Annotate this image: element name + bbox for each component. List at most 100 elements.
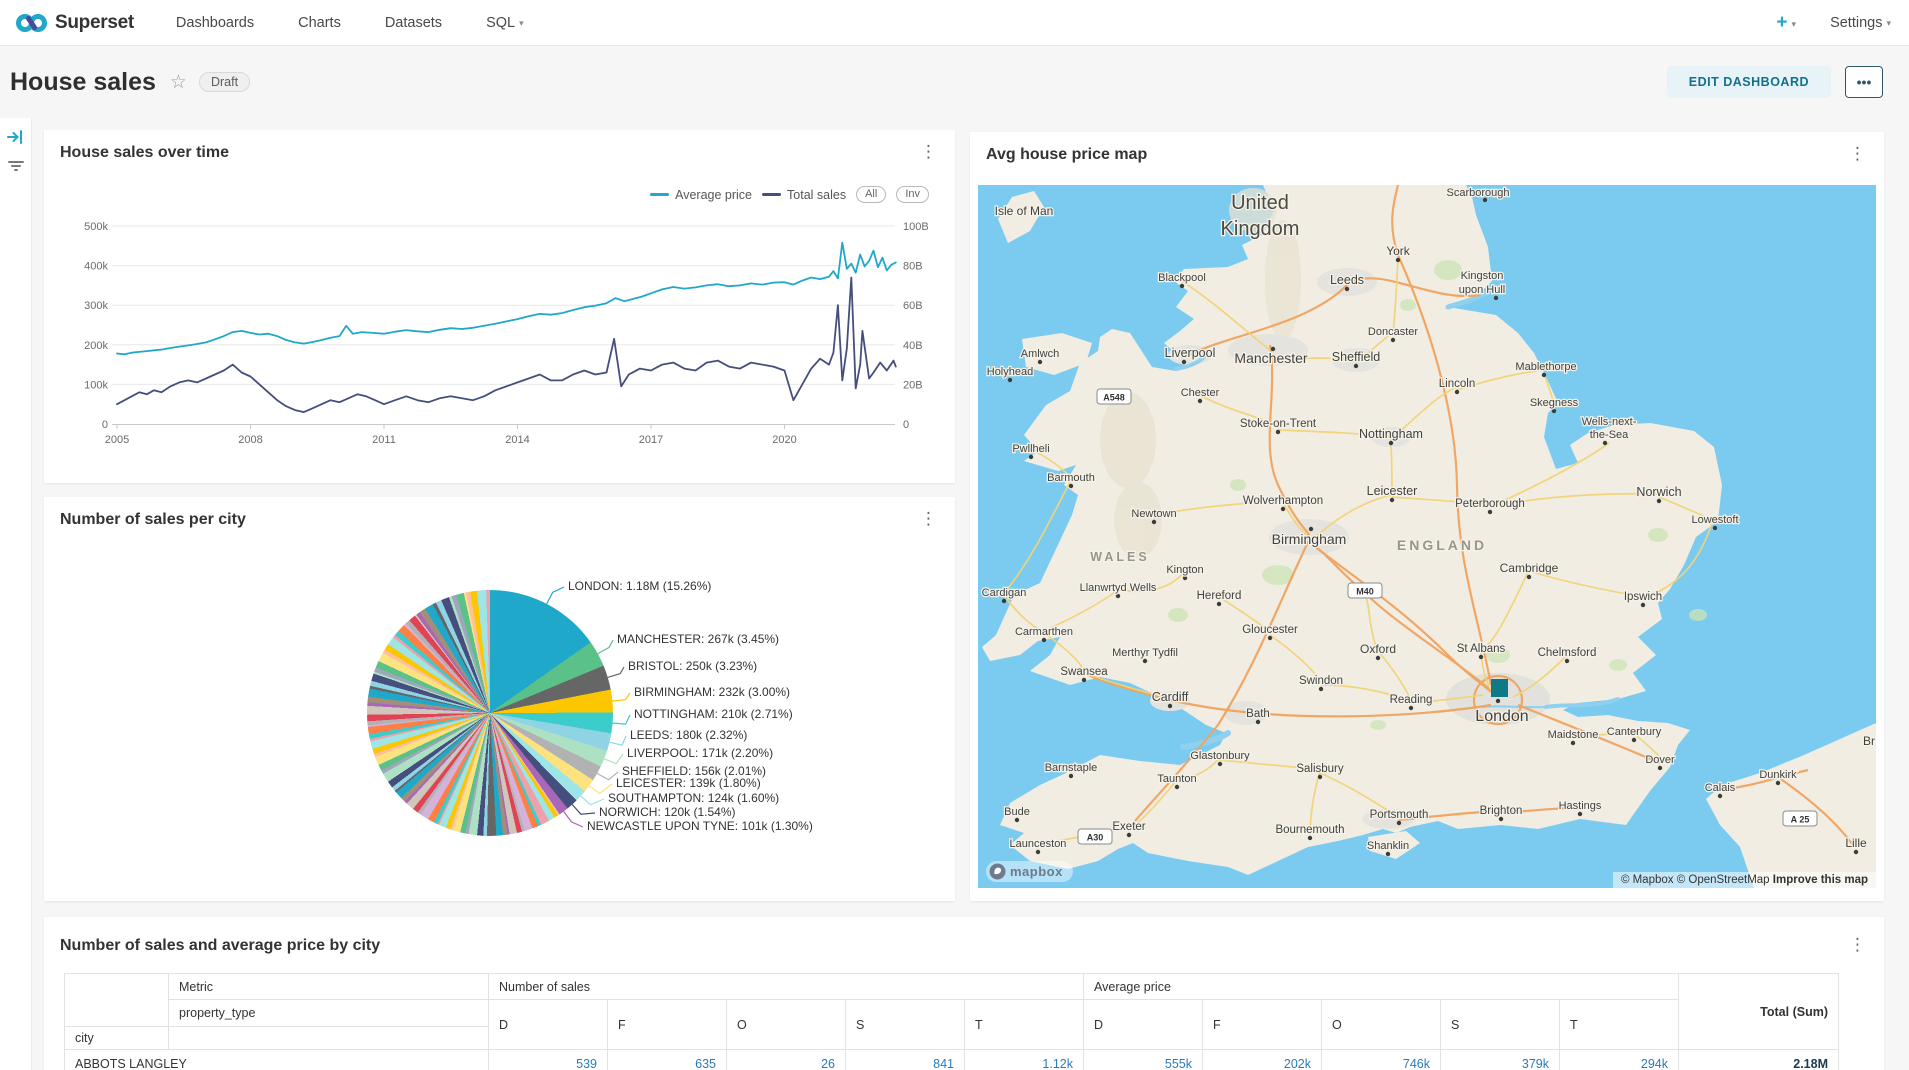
svg-text:A548: A548 bbox=[1103, 393, 1125, 403]
svg-text:Glastonbury: Glastonbury bbox=[1190, 750, 1250, 762]
chart-menu-kebab-icon[interactable]: ⋮ bbox=[1849, 144, 1866, 163]
svg-text:40B: 40B bbox=[903, 340, 923, 352]
svg-text:Shanklin: Shanklin bbox=[1367, 840, 1409, 852]
svg-text:United: United bbox=[1231, 192, 1289, 214]
pie-label-norwich: NORWICH: 120k (1.54%) bbox=[599, 805, 736, 819]
mapbox-logo[interactable]: mapbox bbox=[986, 861, 1073, 882]
svg-text:A30: A30 bbox=[1087, 833, 1104, 843]
svg-text:Peterborough: Peterborough bbox=[1455, 498, 1525, 510]
svg-text:Brighton: Brighton bbox=[1480, 805, 1523, 817]
svg-text:Nottingham: Nottingham bbox=[1359, 427, 1423, 441]
nav-sql[interactable]: SQL ▾ bbox=[486, 14, 524, 31]
row-value: 635 bbox=[607, 1049, 727, 1070]
house-price-marker bbox=[1491, 679, 1508, 697]
map-canvas[interactable]: United Kingdom Isle of Man ENGLAND WALES Scar… bbox=[978, 184, 1876, 888]
svg-text:300k: 300k bbox=[84, 300, 108, 312]
superset-logo[interactable]: Superset bbox=[16, 12, 134, 34]
legend-average-price[interactable]: Average price bbox=[650, 188, 752, 202]
edit-dashboard-button[interactable]: EDIT DASHBOARD bbox=[1666, 66, 1831, 98]
chart-menu-kebab-icon[interactable]: ⋮ bbox=[920, 142, 937, 161]
legend-inverse-button[interactable]: Inv bbox=[896, 186, 929, 203]
mapbox-wordmark: mapbox bbox=[1010, 864, 1063, 879]
svg-text:Barmouth: Barmouth bbox=[1047, 472, 1095, 484]
expand-filter-bar-icon[interactable] bbox=[6, 128, 25, 146]
svg-text:Mablethorpe: Mablethorpe bbox=[1515, 361, 1576, 373]
svg-text:Swansea: Swansea bbox=[1060, 666, 1108, 678]
nav-dashboards[interactable]: Dashboards bbox=[175, 14, 255, 31]
new-item-button[interactable]: + ▾ bbox=[1776, 11, 1797, 33]
legend-all-button[interactable]: All bbox=[856, 186, 887, 203]
svg-text:Amlwch: Amlwch bbox=[1021, 348, 1060, 360]
table-row: ABBOTS LANGLEY 539 635 26 841 1.12k 555k 202k 74… bbox=[64, 1049, 1839, 1070]
row-value: 294k bbox=[1559, 1049, 1679, 1070]
svg-text:ENGLAND: ENGLAND bbox=[1397, 537, 1487, 553]
subcol-header-O: O bbox=[1321, 999, 1441, 1050]
chart-card-avg-house-price-map: Avg house price map ⋮ bbox=[970, 132, 1884, 901]
roads-primary bbox=[1003, 259, 1713, 846]
settings-menu[interactable]: Settings ▾ bbox=[1830, 14, 1891, 31]
svg-text:2008: 2008 bbox=[238, 434, 262, 446]
svg-text:Dover: Dover bbox=[1645, 754, 1675, 766]
svg-text:Isle of Man: Isle of Man bbox=[995, 204, 1054, 218]
group-header-number-of-sales: Number of sales bbox=[488, 973, 1084, 1000]
svg-text:Hereford: Hereford bbox=[1197, 590, 1242, 602]
svg-text:Swindon: Swindon bbox=[1299, 675, 1343, 687]
rivers bbox=[1174, 286, 1620, 750]
subcol-header-F: F bbox=[1202, 999, 1322, 1050]
svg-text:Norwich: Norwich bbox=[1636, 485, 1681, 499]
svg-text:Bournemouth: Bournemouth bbox=[1275, 824, 1344, 836]
line-chart-canvas[interactable]: 0 0 100k 20B 200k 40B 300k 60B 400k 80B 500k 100B 20… bbox=[44, 210, 955, 460]
improve-map-link[interactable]: Improve this map bbox=[1772, 874, 1868, 886]
svg-text:Cardigan: Cardigan bbox=[982, 587, 1027, 599]
svg-text:Blackpool: Blackpool bbox=[1158, 272, 1206, 284]
svg-text:York: York bbox=[1386, 244, 1411, 258]
chevron-down-icon: ▾ bbox=[1791, 18, 1797, 29]
chart-menu-kebab-icon[interactable]: ⋮ bbox=[920, 509, 937, 528]
subcol-header-T: T bbox=[1559, 999, 1679, 1050]
svg-text:Br: Br bbox=[1863, 734, 1875, 748]
svg-text:2017: 2017 bbox=[639, 434, 663, 446]
chart-title: Number of sales and average price by cit… bbox=[60, 937, 381, 954]
svg-text:Leicester: Leicester bbox=[1367, 484, 1418, 498]
filter-funnel-icon[interactable] bbox=[7, 156, 25, 174]
svg-text:2014: 2014 bbox=[505, 434, 529, 446]
svg-text:Reading: Reading bbox=[1390, 694, 1433, 706]
svg-text:Doncaster: Doncaster bbox=[1368, 326, 1418, 338]
pie-label-liverpool: LIVERPOOL: 171k (2.20%) bbox=[627, 746, 774, 760]
svg-text:100B: 100B bbox=[903, 221, 929, 233]
chevron-down-icon: ▾ bbox=[519, 17, 524, 28]
svg-text:Leeds: Leeds bbox=[1330, 273, 1364, 287]
chart-menu-kebab-icon[interactable]: ⋮ bbox=[1849, 935, 1866, 954]
pie-label-birmingham: BIRMINGHAM: 232k (3.00%) bbox=[634, 685, 791, 699]
pie-chart[interactable] bbox=[367, 590, 613, 836]
dashboard-more-button[interactable]: ••• bbox=[1845, 66, 1883, 98]
svg-text:Lincoln: Lincoln bbox=[1439, 378, 1475, 390]
map-attribution: © Mapbox © OpenStreetMap Improve this ma… bbox=[1612, 872, 1876, 888]
pie-label-newcastle-upon-tyne: NEWCASTLE UPON TYNE: 101k (1.30%) bbox=[587, 819, 813, 833]
pie-label-london: LONDON: 1.18M (15.26%) bbox=[568, 579, 712, 593]
favorite-star-icon[interactable]: ☆ bbox=[169, 71, 187, 93]
legend-swatch-icon bbox=[762, 193, 782, 196]
pie-label-manchester: MANCHESTER: 267k (3.45%) bbox=[617, 632, 780, 646]
nav-charts[interactable]: Charts bbox=[298, 14, 341, 31]
svg-text:Manchester: Manchester bbox=[1234, 350, 1307, 366]
draft-status-badge[interactable]: Draft bbox=[198, 72, 251, 92]
svg-text:Merthyr Tydfil: Merthyr Tydfil bbox=[1112, 647, 1178, 659]
legend-total-sales[interactable]: Total sales bbox=[762, 188, 846, 202]
svg-text:Barnstaple: Barnstaple bbox=[1045, 762, 1098, 774]
svg-text:80B: 80B bbox=[903, 261, 923, 273]
filter-bar-collapsed bbox=[0, 118, 32, 1070]
svg-text:Ipswich: Ipswich bbox=[1624, 591, 1662, 603]
svg-text:Sheffield: Sheffield bbox=[1332, 350, 1380, 364]
svg-text:Newtown: Newtown bbox=[1131, 508, 1176, 520]
svg-text:Portsmouth: Portsmouth bbox=[1370, 809, 1429, 821]
legend-swatch-icon bbox=[650, 193, 670, 196]
pie-label-leeds: LEEDS: 180k (2.32%) bbox=[630, 728, 748, 742]
nav-datasets[interactable]: Datasets bbox=[384, 14, 443, 31]
svg-text:Taunton: Taunton bbox=[1157, 773, 1196, 785]
svg-text:Lowestoft: Lowestoft bbox=[1691, 514, 1738, 526]
row-value: 379k bbox=[1440, 1049, 1560, 1070]
dashboard-header: House sales ☆ Draft EDIT DASHBOARD ••• bbox=[0, 46, 1909, 118]
svg-text:upon Hull: upon Hull bbox=[1459, 284, 1505, 296]
subcol-header-D: D bbox=[488, 999, 608, 1050]
